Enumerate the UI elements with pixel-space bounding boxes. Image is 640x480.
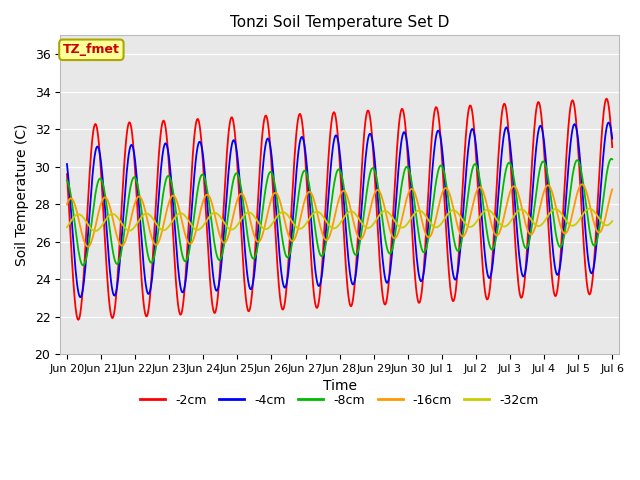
-2cm	[603, 96, 611, 101]
Text: TZ_fmet: TZ_fmet	[63, 43, 120, 56]
Line: -16cm: -16cm	[67, 184, 612, 247]
-8cm	[79, 263, 87, 268]
-16cm	[427, 232, 435, 238]
-2cm	[276, 290, 284, 296]
-4cm	[228, 142, 236, 147]
-32cm	[255, 220, 263, 226]
-4cm	[77, 294, 84, 300]
-16cm	[255, 239, 263, 245]
-2cm	[128, 127, 136, 133]
-4cm	[397, 146, 404, 152]
-32cm	[228, 227, 236, 232]
-16cm	[63, 202, 71, 207]
-8cm	[609, 156, 616, 162]
-16cm	[128, 213, 136, 219]
-4cm	[63, 161, 71, 167]
-8cm	[128, 179, 136, 185]
-2cm	[63, 171, 71, 177]
-8cm	[228, 185, 236, 191]
Y-axis label: Soil Temperature (C): Soil Temperature (C)	[15, 123, 29, 266]
-32cm	[128, 227, 136, 233]
-8cm	[427, 217, 435, 223]
-4cm	[605, 120, 612, 125]
X-axis label: Time: Time	[323, 379, 356, 394]
-16cm	[609, 187, 616, 192]
-8cm	[397, 191, 404, 197]
-8cm	[276, 216, 284, 221]
-4cm	[255, 216, 263, 222]
-32cm	[586, 206, 593, 212]
-4cm	[609, 136, 616, 142]
-2cm	[228, 114, 236, 120]
-16cm	[84, 244, 92, 250]
-16cm	[276, 197, 284, 203]
Line: -2cm: -2cm	[67, 98, 612, 320]
-4cm	[276, 252, 284, 258]
-2cm	[427, 146, 435, 152]
-2cm	[609, 144, 616, 150]
Legend: -2cm, -4cm, -8cm, -16cm, -32cm: -2cm, -4cm, -8cm, -16cm, -32cm	[136, 389, 544, 412]
-8cm	[255, 236, 263, 242]
-32cm	[63, 224, 71, 230]
-4cm	[128, 142, 136, 148]
-16cm	[228, 219, 236, 225]
-16cm	[397, 223, 404, 228]
-32cm	[92, 228, 99, 234]
-32cm	[276, 211, 284, 216]
-2cm	[397, 111, 404, 117]
-2cm	[74, 317, 82, 323]
-2cm	[255, 181, 263, 187]
Line: -8cm: -8cm	[67, 159, 612, 265]
-32cm	[609, 218, 616, 224]
Title: Tonzi Soil Temperature Set D: Tonzi Soil Temperature Set D	[230, 15, 449, 30]
Line: -32cm: -32cm	[67, 209, 612, 231]
-32cm	[397, 224, 404, 230]
-4cm	[427, 186, 435, 192]
Line: -4cm: -4cm	[67, 122, 612, 297]
-32cm	[427, 221, 435, 227]
-16cm	[579, 181, 586, 187]
-8cm	[63, 178, 71, 183]
-8cm	[608, 156, 616, 162]
